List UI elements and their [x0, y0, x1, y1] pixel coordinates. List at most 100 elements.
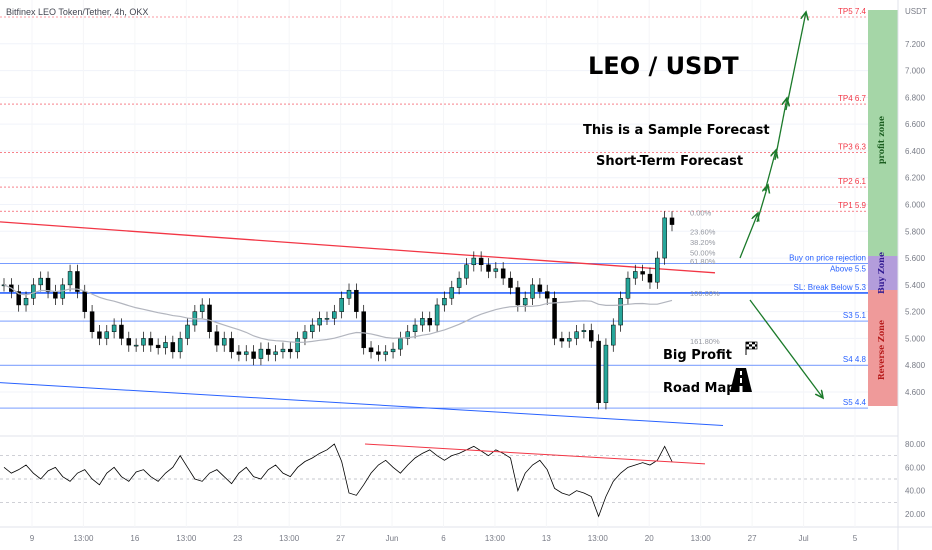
rsi-tick-label: 80.00: [905, 440, 926, 449]
reverse-zone-label: Reverse Zone: [876, 320, 886, 380]
candle: [368, 347, 374, 353]
candle: [515, 287, 521, 306]
level-label: S4 4.8: [843, 355, 867, 364]
moving-average-line: [3, 284, 673, 344]
time-tick-label: 27: [748, 534, 757, 543]
candle: [603, 344, 609, 403]
candle: [662, 217, 667, 259]
road-map-text: Road Map: [663, 381, 736, 396]
rsi-tick-label: 40.00: [905, 487, 926, 496]
buy-zone-bar: [868, 256, 898, 290]
candle: [67, 271, 73, 286]
candle: [493, 268, 499, 272]
price-axis-unit: USDT: [905, 7, 927, 16]
rsi-tick-label: 60.00: [905, 463, 926, 472]
time-tick-label: 16: [130, 534, 139, 543]
price-tick-label: 7.200: [905, 40, 926, 49]
support-trendline: [0, 382, 724, 426]
time-tick-label: 9: [30, 534, 35, 543]
forecast-up-arrow: [774, 98, 787, 161]
price-tick-label: 6.600: [905, 120, 926, 129]
reverse-zone-bar: [868, 290, 898, 406]
time-tick-label: 13: [542, 534, 551, 543]
price-tick-label: 5.000: [905, 334, 926, 343]
forecast-up-arrow: [764, 150, 776, 192]
candle: [148, 338, 154, 346]
candle: [295, 338, 300, 353]
forecast-up-arrow: [756, 185, 768, 223]
candle: [23, 298, 29, 306]
level-label: TP1 5.9: [838, 201, 867, 210]
candle: [111, 324, 117, 332]
fib-label: 0.00%: [690, 209, 712, 218]
candle: [214, 331, 220, 346]
candle: [243, 351, 249, 355]
candle: [420, 318, 425, 326]
forecast-down-arrow: [749, 299, 823, 398]
candle: [346, 289, 352, 299]
candle: [53, 291, 58, 299]
forecast-arrows: [739, 12, 823, 398]
level-label: S3 5.1: [843, 311, 867, 320]
price-tick-label: 6.800: [905, 93, 926, 102]
candle: [317, 318, 322, 326]
price-tick-label: 4.600: [905, 388, 926, 397]
time-tick-label: 13:00: [73, 534, 94, 543]
time-tick-label: 13:00: [279, 534, 300, 543]
fib-label: 161.80%: [690, 337, 720, 346]
candle: [332, 311, 337, 319]
candle: [655, 257, 660, 283]
candle: [427, 318, 433, 326]
candle: [310, 324, 315, 332]
candle: [566, 338, 572, 342]
candle: [508, 277, 513, 288]
candle: [669, 217, 675, 225]
level-label: SL: Break Below 5.3: [794, 283, 867, 292]
candle: [376, 351, 381, 355]
time-tick-label: 20: [645, 534, 654, 543]
fib-label: 61.80%: [690, 257, 716, 266]
candle: [552, 298, 557, 339]
time-tick-label: 6: [441, 534, 446, 543]
candle: [273, 351, 278, 355]
time-tick-label: Jun: [386, 534, 399, 543]
candle: [229, 338, 234, 353]
candle: [456, 277, 462, 288]
pair-title: LEO / USDT: [588, 52, 739, 80]
checkered-flag-icon: [745, 341, 758, 355]
candle: [361, 311, 366, 349]
fib-label: 100.00%: [690, 289, 720, 298]
time-tick-label: 13:00: [176, 534, 197, 543]
level-label: TP2 6.1: [838, 177, 867, 186]
candle: [97, 331, 102, 339]
price-tick-label: 6.000: [905, 201, 926, 210]
price-tick-label: 7.000: [905, 67, 926, 76]
axis-ticks: 7.200 7.000 6.800 6.600 6.400 6.200 6.000 5.800…: [30, 40, 926, 543]
candle: [412, 324, 418, 332]
candle: [647, 273, 653, 283]
time-tick-label: 23: [233, 534, 242, 543]
chart-title: Bitfinex LEO Token/Tether, 4h, OKX: [6, 7, 148, 17]
candle: [449, 287, 455, 299]
level-label: TP4 6.7: [838, 94, 867, 103]
candle: [280, 348, 286, 353]
price-tick-label: 4.800: [905, 361, 926, 370]
candle: [266, 348, 271, 355]
big-profit-text: Big Profit: [663, 348, 732, 363]
level-label: Above 5.5: [830, 264, 867, 273]
candle: [530, 284, 535, 299]
candle: [383, 351, 388, 355]
candle: [640, 271, 645, 275]
candle: [471, 257, 477, 266]
candle: [302, 331, 308, 339]
level-layer: TP5 7.4 TP4 6.7 TP3 6.3 TP2 6.1 TP1 5.9 Buy o…: [0, 7, 868, 409]
profit-zone-bar: [868, 10, 898, 256]
candle: [119, 324, 124, 339]
candle: [177, 338, 183, 353]
candle: [589, 330, 594, 342]
time-tick-label: 13:00: [588, 534, 609, 543]
level-label: S5 4.4: [843, 398, 867, 407]
candle: [170, 342, 176, 353]
candle: [434, 304, 440, 326]
